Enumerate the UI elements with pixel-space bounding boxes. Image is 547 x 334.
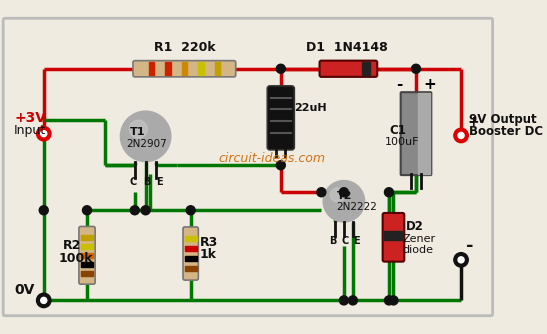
Circle shape	[385, 296, 393, 305]
Text: R1  220k: R1 220k	[154, 41, 215, 54]
Text: C: C	[129, 177, 137, 187]
Text: D2: D2	[406, 220, 424, 233]
Text: Zener: Zener	[403, 234, 435, 244]
Bar	[81, 244, 94, 248]
FancyBboxPatch shape	[3, 18, 493, 316]
Circle shape	[339, 296, 348, 305]
Text: +: +	[423, 76, 436, 92]
Bar	[149, 62, 154, 75]
FancyBboxPatch shape	[183, 227, 199, 280]
Bar	[81, 235, 94, 239]
Circle shape	[411, 64, 421, 73]
Bar	[418, 93, 430, 174]
FancyBboxPatch shape	[267, 86, 294, 150]
Circle shape	[276, 64, 286, 73]
Circle shape	[348, 296, 357, 305]
Circle shape	[130, 120, 147, 138]
Text: diode: diode	[403, 244, 433, 255]
Bar	[185, 236, 196, 241]
Bar	[81, 262, 94, 267]
Text: R2: R2	[63, 239, 81, 252]
Circle shape	[323, 180, 365, 222]
Circle shape	[339, 188, 348, 197]
Circle shape	[141, 206, 150, 215]
Bar	[362, 62, 370, 75]
Text: 100k: 100k	[58, 252, 92, 265]
Circle shape	[458, 132, 464, 139]
Circle shape	[458, 257, 464, 263]
FancyBboxPatch shape	[400, 92, 432, 175]
Circle shape	[40, 131, 47, 137]
Circle shape	[385, 188, 393, 197]
Bar	[165, 62, 171, 75]
Text: 2N2907: 2N2907	[126, 139, 166, 149]
Text: C1: C1	[389, 124, 406, 137]
Bar	[81, 253, 94, 258]
Text: B: B	[143, 177, 150, 187]
Bar	[185, 246, 196, 251]
Text: 1k: 1k	[200, 248, 217, 261]
Text: +3V: +3V	[14, 111, 46, 125]
Text: E: E	[353, 235, 360, 245]
Bar	[81, 271, 94, 276]
Circle shape	[330, 188, 345, 202]
Text: 0V: 0V	[14, 283, 34, 297]
Bar	[198, 62, 203, 75]
Text: T2: T2	[337, 190, 352, 200]
Text: 100uF: 100uF	[385, 137, 419, 147]
Bar	[185, 266, 196, 271]
Circle shape	[186, 206, 195, 215]
Circle shape	[37, 127, 51, 141]
Text: 2N2222: 2N2222	[337, 202, 377, 212]
Text: D1  1N4148: D1 1N4148	[306, 41, 387, 54]
Circle shape	[454, 128, 468, 143]
Text: E: E	[156, 177, 162, 187]
Circle shape	[39, 206, 48, 215]
Circle shape	[130, 206, 139, 215]
Circle shape	[83, 206, 91, 215]
Bar	[215, 62, 220, 75]
Text: Booster DC: Booster DC	[469, 125, 543, 138]
Circle shape	[317, 188, 326, 197]
Text: -: -	[396, 76, 403, 92]
Bar	[185, 256, 196, 261]
Text: R3: R3	[200, 236, 218, 249]
Circle shape	[37, 293, 51, 308]
FancyBboxPatch shape	[79, 226, 95, 284]
Bar	[385, 231, 403, 239]
Circle shape	[276, 161, 286, 170]
Text: 22uH: 22uH	[294, 103, 327, 113]
Text: circuit-ideas.com: circuit-ideas.com	[218, 153, 325, 165]
Circle shape	[120, 111, 171, 162]
Circle shape	[389, 296, 398, 305]
FancyBboxPatch shape	[133, 61, 236, 77]
Circle shape	[454, 253, 468, 267]
Text: -: -	[467, 237, 474, 255]
Text: 9V Output: 9V Output	[469, 113, 537, 126]
Circle shape	[40, 297, 47, 303]
FancyBboxPatch shape	[383, 213, 404, 262]
Text: T1: T1	[130, 127, 145, 137]
Bar	[182, 62, 187, 75]
Text: Input: Input	[14, 124, 46, 137]
Text: B: B	[329, 235, 337, 245]
Text: +: +	[467, 116, 479, 130]
FancyBboxPatch shape	[319, 61, 377, 77]
Text: C: C	[341, 235, 348, 245]
